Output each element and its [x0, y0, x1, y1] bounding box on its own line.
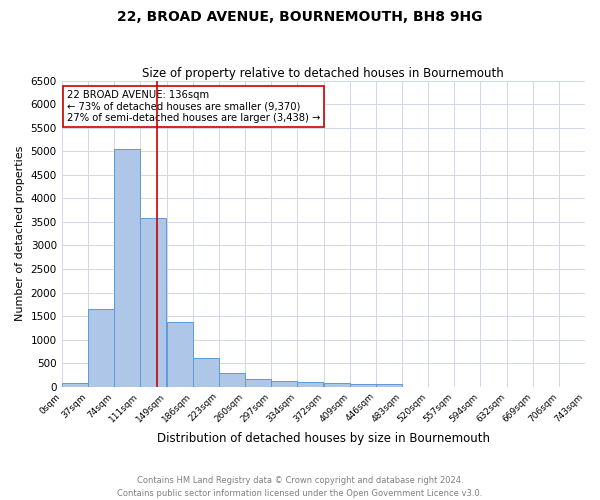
X-axis label: Distribution of detached houses by size in Bournemouth: Distribution of detached houses by size … [157, 432, 490, 445]
Text: 22, BROAD AVENUE, BOURNEMOUTH, BH8 9HG: 22, BROAD AVENUE, BOURNEMOUTH, BH8 9HG [117, 10, 483, 24]
Bar [271, 381, 297, 386]
Bar [297, 382, 323, 386]
Bar [323, 383, 350, 386]
Bar [350, 384, 376, 386]
Bar [140, 218, 166, 386]
Bar [193, 358, 219, 386]
Bar [376, 384, 402, 386]
Bar [167, 322, 193, 386]
Text: 22 BROAD AVENUE: 136sqm
← 73% of detached houses are smaller (9,370)
27% of semi: 22 BROAD AVENUE: 136sqm ← 73% of detache… [67, 90, 320, 123]
Text: Contains HM Land Registry data © Crown copyright and database right 2024.
Contai: Contains HM Land Registry data © Crown c… [118, 476, 482, 498]
Bar [219, 372, 245, 386]
Bar [88, 309, 114, 386]
Title: Size of property relative to detached houses in Bournemouth: Size of property relative to detached ho… [142, 66, 504, 80]
Bar [62, 383, 88, 386]
Bar [114, 149, 140, 386]
Y-axis label: Number of detached properties: Number of detached properties [15, 146, 25, 322]
Bar [245, 379, 271, 386]
